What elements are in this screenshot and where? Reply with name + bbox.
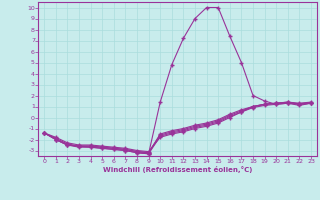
X-axis label: Windchill (Refroidissement éolien,°C): Windchill (Refroidissement éolien,°C): [103, 166, 252, 173]
